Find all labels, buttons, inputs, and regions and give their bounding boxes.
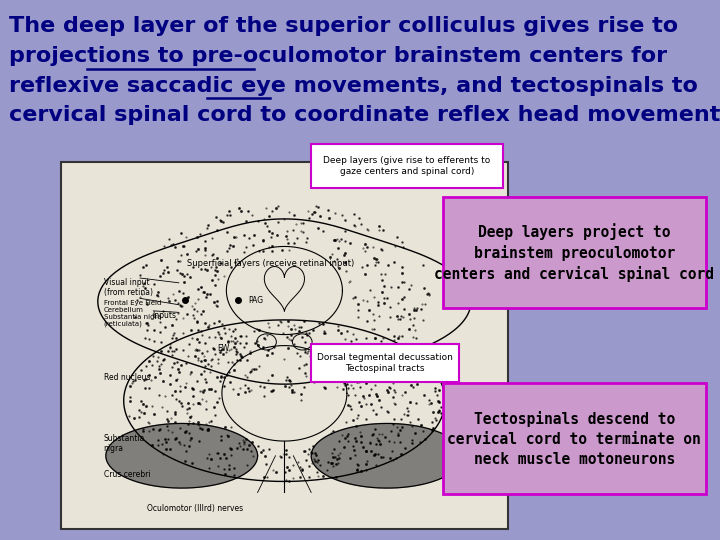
FancyBboxPatch shape bbox=[61, 162, 508, 529]
Text: projections to pre-oculomotor brainstem centers for: projections to pre-oculomotor brainstem … bbox=[9, 46, 667, 66]
Text: Tectospinals descend to
cervical cord to terminate on
neck muscle motoneurons: Tectospinals descend to cervical cord to… bbox=[447, 411, 701, 467]
Text: Dorsal tegmental decussation
Tectospinal tracts: Dorsal tegmental decussation Tectospinal… bbox=[318, 354, 453, 373]
FancyBboxPatch shape bbox=[311, 344, 459, 382]
FancyBboxPatch shape bbox=[443, 197, 706, 308]
Text: The deep layer of the superior colliculus gives rise to: The deep layer of the superior colliculu… bbox=[9, 16, 678, 36]
Text: cervical spinal cord to coordinate reflex head movements.: cervical spinal cord to coordinate refle… bbox=[9, 105, 720, 125]
Text: Deep layers project to
brainstem preoculomotor
centers and cervical spinal cord: Deep layers project to brainstem preocul… bbox=[434, 223, 714, 282]
Text: reflexive saccadic eye movements, and tectospinals to: reflexive saccadic eye movements, and te… bbox=[9, 76, 698, 96]
Text: Deep layers (give rise to efferents to
gaze centers and spinal cord): Deep layers (give rise to efferents to g… bbox=[323, 157, 490, 176]
FancyBboxPatch shape bbox=[443, 383, 706, 494]
FancyBboxPatch shape bbox=[311, 144, 503, 188]
